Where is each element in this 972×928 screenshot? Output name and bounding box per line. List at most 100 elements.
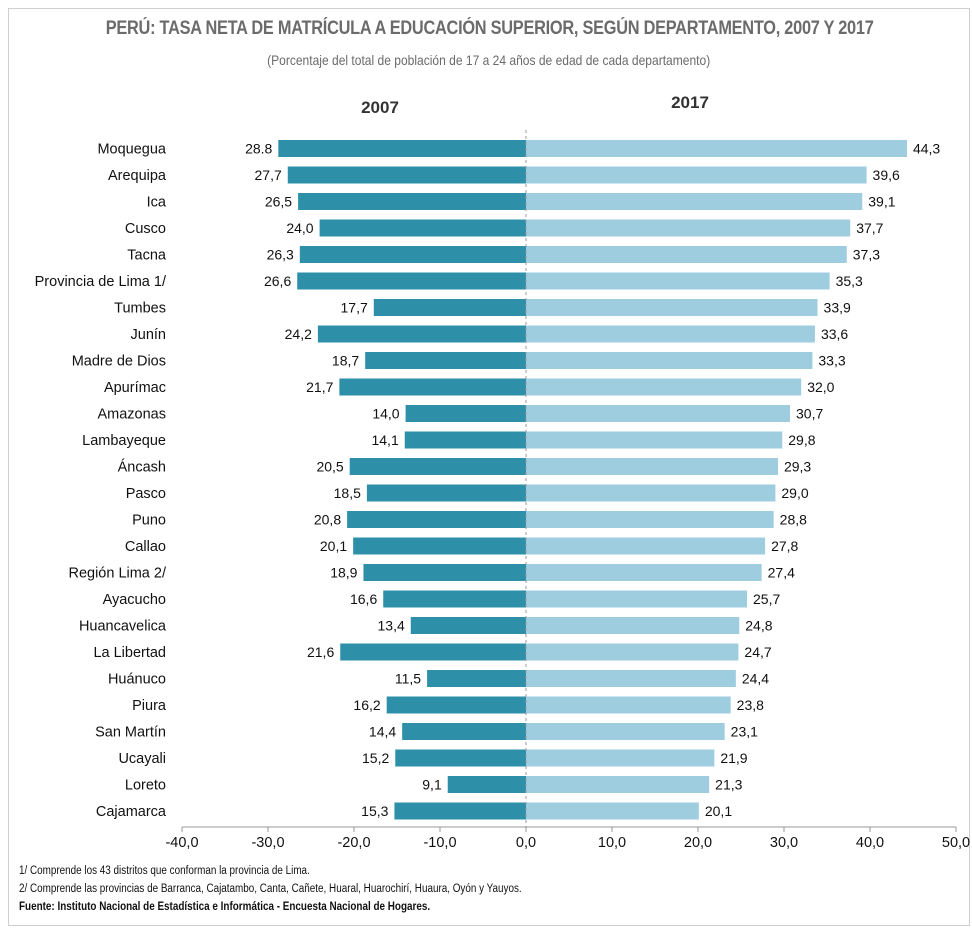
category-label: Loreto: [125, 778, 166, 794]
bar-2007: [366, 484, 526, 502]
data-label-2007: 15,2: [362, 750, 389, 766]
category-label: Callao: [125, 539, 166, 555]
data-label-2007: 26,5: [265, 194, 292, 210]
bar-2017: [526, 484, 776, 502]
data-label-2007: 18,5: [334, 485, 361, 501]
bar-2007: [339, 378, 526, 396]
data-label-2017: 27,4: [768, 565, 795, 581]
data-label-2017: 20,1: [705, 803, 732, 819]
category-label: Región Lima 2/: [68, 566, 166, 582]
data-label-2007: 15,3: [361, 803, 388, 819]
data-label-2017: 33,9: [824, 300, 851, 316]
series-header-2017: 2017: [671, 93, 709, 112]
data-label-2017: 29,0: [781, 485, 808, 501]
bar-2017: [526, 193, 863, 210]
bar-2007: [402, 723, 526, 740]
category-label: La Libertad: [93, 645, 166, 661]
bar-2017: [526, 511, 774, 528]
x-tick-label: -20,0: [337, 835, 370, 851]
x-tick-label: 40,0: [856, 835, 884, 851]
data-label-2017: 37,7: [856, 220, 883, 236]
bar-2017: [526, 325, 815, 343]
data-label-2007: 9,1: [422, 777, 442, 793]
x-tick-label: 50,0: [942, 835, 970, 851]
data-label-2007: 11,5: [395, 671, 421, 687]
bar-2017: [526, 723, 725, 740]
category-label: Huancavelica: [79, 619, 167, 635]
data-label-2007: 16,2: [353, 697, 380, 713]
source-note: Fuente: Instituto Nacional de Estadístic…: [19, 901, 431, 913]
category-label: Pasco: [126, 486, 166, 502]
data-label-2007: 14,0: [372, 406, 399, 422]
data-label-2017: 28,8: [780, 512, 807, 528]
bar-2017: [526, 166, 867, 184]
category-label: Provincia de Lima 1/: [35, 274, 167, 290]
bar-2007: [349, 458, 526, 475]
category-label: Tacna: [127, 248, 167, 264]
data-label-2007: 24,0: [286, 220, 313, 236]
bar-2007: [405, 405, 526, 422]
bar-2017: [526, 219, 851, 237]
series-header-2007: 2007: [361, 98, 399, 117]
category-label: Madre de Dios: [72, 354, 166, 370]
data-label-2007: 24,2: [285, 326, 312, 342]
bar-2007: [373, 299, 526, 316]
data-label-2007: 27,7: [255, 167, 282, 183]
data-label-2007: 21,6: [307, 644, 334, 660]
bar-2007: [395, 749, 526, 767]
data-label-2007: 17,7: [341, 300, 368, 316]
data-label-2017: 24,4: [742, 671, 769, 687]
data-label-2017: 37,3: [853, 247, 880, 263]
data-label-2017: 32,0: [807, 379, 834, 395]
x-tick-label: -10,0: [423, 835, 456, 851]
category-label: Arequipa: [108, 168, 167, 184]
footnotes: 1/ Comprende los 43 distritos que confor…: [19, 862, 603, 916]
bar-2017: [526, 696, 731, 714]
bar-2017: [526, 749, 715, 767]
category-label: Áncash: [118, 459, 166, 476]
bar-2007: [410, 617, 526, 634]
bar-2017: [526, 590, 748, 608]
data-label-2017: 29,3: [784, 459, 811, 475]
x-tick-label: 0,0: [516, 835, 536, 851]
data-label-2007: 18,9: [330, 565, 357, 581]
bar-2007: [298, 193, 526, 210]
x-tick-label: 30,0: [770, 835, 798, 851]
category-label: Amazonas: [97, 407, 166, 423]
data-label-2017: 33,6: [821, 326, 848, 342]
bar-2007: [297, 272, 526, 290]
bar-2007: [278, 140, 526, 157]
bar-2007: [319, 219, 526, 237]
bar-2017: [526, 617, 740, 634]
bar-2007: [317, 325, 526, 343]
category-label: Cajamarca: [96, 804, 167, 820]
bar-2017: [526, 272, 830, 290]
category-label: Moquegua: [97, 142, 166, 158]
category-label: Piura: [132, 698, 167, 714]
bar-2007: [427, 670, 526, 687]
bar-2007: [386, 696, 526, 714]
x-tick-label: 20,0: [684, 835, 712, 851]
data-label-2007: 20,8: [314, 512, 341, 528]
footnote-2: 2/ Comprende las provincias de Barranca,…: [19, 883, 522, 895]
data-label-2007: 26,3: [267, 247, 294, 263]
bar-2017: [526, 802, 699, 820]
chart-title: PERÚ: TASA NETA DE MATRÍCULA A EDUCACIÓN…: [105, 18, 874, 39]
data-label-2007: 28.8: [245, 141, 272, 157]
data-label-2017: 21,9: [720, 750, 747, 766]
data-label-2017: 23,8: [737, 697, 764, 713]
bar-2017: [526, 405, 791, 422]
x-tick-label: -40,0: [165, 835, 198, 851]
category-label: Ica: [147, 195, 167, 211]
data-label-2007: 16,6: [350, 591, 377, 607]
bar-2007: [447, 776, 526, 793]
data-label-2017: 39,6: [873, 167, 900, 183]
chart-subtitle: (Porcentaje del total de población de 17…: [267, 52, 711, 68]
bar-2017: [526, 378, 802, 396]
bar-2017: [526, 458, 778, 475]
footnote-1: 1/ Comprende los 43 distritos que confor…: [19, 865, 310, 877]
data-label-2007: 13,4: [378, 618, 405, 634]
bar-2017: [526, 299, 818, 316]
bar-2007: [365, 352, 526, 369]
data-label-2017: 24,8: [745, 618, 772, 634]
